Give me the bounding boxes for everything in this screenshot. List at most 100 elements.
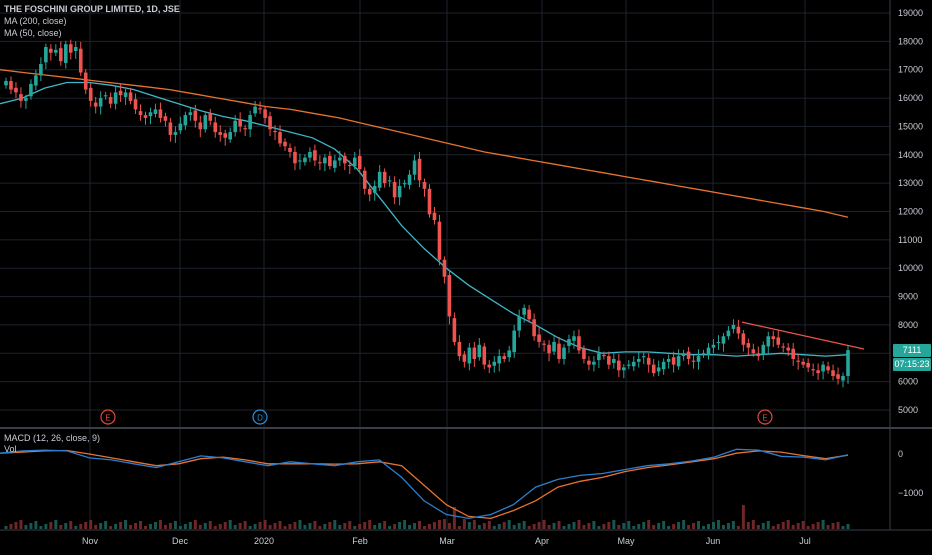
candle-body xyxy=(183,115,188,126)
volume-bar xyxy=(622,523,626,529)
volume-bar xyxy=(163,525,167,529)
volume-bar xyxy=(413,523,417,529)
volume-bar xyxy=(273,523,277,529)
candle-body xyxy=(278,132,282,144)
volume-bar xyxy=(358,524,362,529)
volume-bar xyxy=(49,522,53,529)
volume-bar xyxy=(168,523,172,529)
volume-bar xyxy=(467,522,471,529)
event-marker xyxy=(100,409,116,425)
vol-legend[interactable]: Vol xyxy=(4,444,17,454)
volume-bar xyxy=(303,525,307,529)
candle-body xyxy=(507,350,512,358)
candle-body xyxy=(671,357,676,365)
volume-bar xyxy=(562,526,566,529)
candle-body xyxy=(288,147,292,152)
macd-legend[interactable]: MACD (12, 26, close, 9) xyxy=(4,433,101,443)
candle-body xyxy=(9,81,13,90)
candle-body xyxy=(78,48,83,73)
volume-bar xyxy=(29,523,33,529)
candle-body xyxy=(293,151,297,164)
candle-body xyxy=(497,356,502,364)
volume-bar xyxy=(64,523,68,529)
price-tick-label: 17000 xyxy=(898,65,923,75)
candle-body xyxy=(562,347,566,359)
volume-bar xyxy=(736,526,740,529)
candle-body xyxy=(88,87,93,101)
candle-body xyxy=(631,361,636,367)
last-price-tag: 7111 xyxy=(893,344,931,357)
volume-bar xyxy=(44,524,48,529)
volume-bar xyxy=(74,526,78,529)
volume-bar xyxy=(766,521,770,529)
candle-body xyxy=(527,309,531,320)
candle-body xyxy=(701,353,706,355)
volume-bar xyxy=(662,521,666,529)
candle-body xyxy=(44,47,48,63)
volume-bar xyxy=(298,520,302,529)
candle-body xyxy=(313,150,317,161)
candle-body xyxy=(283,141,287,147)
candle-body xyxy=(751,349,756,354)
candle-body xyxy=(636,358,641,362)
candle-body xyxy=(392,182,397,198)
volume-bar xyxy=(447,523,451,529)
macd-signal-line xyxy=(0,449,849,520)
volume-bar xyxy=(363,522,367,529)
volume-bar xyxy=(4,526,8,529)
price-tick-label: 12000 xyxy=(898,207,923,217)
volume-bar xyxy=(577,520,581,529)
candle-body xyxy=(542,343,546,345)
candle-body xyxy=(811,369,815,371)
ma200-legend[interactable]: MA (200, close) xyxy=(4,16,67,26)
volume-bar xyxy=(348,521,352,529)
candle-body xyxy=(178,123,183,131)
volume-bar xyxy=(607,522,611,529)
candle-body xyxy=(208,113,213,121)
volume-bar xyxy=(557,521,561,529)
candle-body xyxy=(333,160,337,168)
volume-bar xyxy=(796,523,800,529)
candle-body xyxy=(587,360,591,365)
event-marker-label: E xyxy=(762,414,767,423)
candle-body xyxy=(731,324,736,329)
candle-body xyxy=(607,356,611,365)
candle-body xyxy=(372,185,377,193)
candle-body xyxy=(387,180,392,182)
price-tick-label: 18000 xyxy=(898,36,923,46)
volume-bar xyxy=(79,524,83,529)
candle-body xyxy=(123,92,128,97)
volume-bar xyxy=(288,524,292,529)
candle-body xyxy=(323,157,327,164)
volume-bar xyxy=(427,524,431,529)
volume-bar xyxy=(692,523,696,529)
volume-bar xyxy=(248,526,252,529)
volume-bar xyxy=(547,525,551,529)
candle-body xyxy=(801,361,805,365)
volume-bar xyxy=(338,525,342,529)
event-marker-label: D xyxy=(257,414,263,423)
volume-bar xyxy=(218,524,222,529)
volume-bar xyxy=(507,520,511,529)
candle-body xyxy=(103,95,108,97)
volume-bar xyxy=(368,520,372,529)
candle-body xyxy=(557,343,561,359)
candle-body xyxy=(108,96,113,104)
volume-bar xyxy=(278,521,282,529)
ma50-legend[interactable]: MA (50, close) xyxy=(4,28,62,38)
symbol-title[interactable]: THE FOSCHINI GROUP LIMITED, 1D, JSE xyxy=(4,4,180,14)
candle-body xyxy=(34,75,38,86)
legend: THE FOSCHINI GROUP LIMITED, 1D, JSE MA (… xyxy=(4,4,180,38)
candle-body xyxy=(173,132,178,135)
candle-body xyxy=(781,346,786,348)
candle-body xyxy=(681,353,686,357)
candle-body xyxy=(661,361,666,370)
volume-bar xyxy=(442,519,446,529)
candle-body xyxy=(437,221,442,260)
candle-body xyxy=(422,182,427,189)
volume-bar xyxy=(124,520,128,529)
candle-body xyxy=(736,326,741,334)
candle-body xyxy=(248,115,252,130)
volume-bar xyxy=(84,522,88,529)
